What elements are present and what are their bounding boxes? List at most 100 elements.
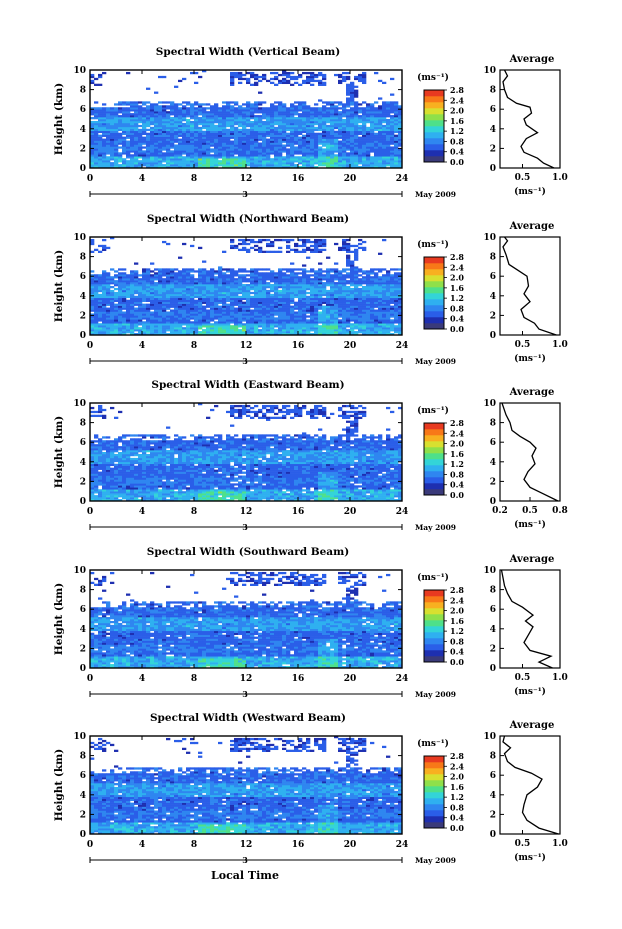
- heatmap-cell: [278, 73, 283, 77]
- heatmap-cell: [174, 268, 179, 271]
- heatmap-cell: [214, 278, 219, 281]
- heatmap-cell: [238, 120, 243, 124]
- heatmap-cell: [294, 117, 299, 120]
- heatmap-cell: [350, 124, 355, 128]
- heatmap-cell: [282, 148, 287, 151]
- heatmap-cell: [354, 111, 359, 114]
- heatmap-cell: [262, 101, 267, 104]
- heatmap-cell: [114, 136, 119, 139]
- heatmap-cell: [122, 333, 127, 336]
- heatmap-cell: [158, 286, 163, 289]
- heatmap-cell: [142, 115, 147, 118]
- heatmap-cell: [338, 309, 343, 312]
- heatmap-cell: [106, 140, 111, 143]
- heatmap-cell: [362, 124, 367, 128]
- heatmap-cell: [146, 282, 151, 285]
- heatmap-cell: [362, 128, 367, 132]
- heatmap-cell: [210, 280, 215, 283]
- heatmap-cell: [302, 270, 307, 273]
- heatmap-cell: [126, 156, 131, 159]
- heatmap-cell: [118, 134, 123, 137]
- heatmap-cell: [310, 301, 315, 304]
- heatmap-cell: [370, 124, 375, 128]
- heatmap-cell: [266, 291, 271, 295]
- heatmap-cell: [98, 83, 103, 86]
- heatmap-cell: [254, 164, 259, 167]
- heatmap-cell: [150, 305, 155, 308]
- heatmap-cell: [338, 115, 343, 118]
- heatmap-cell: [154, 124, 159, 128]
- heatmap-cell: [314, 111, 319, 114]
- heatmap-cell: [122, 287, 127, 291]
- heatmap-cell: [334, 329, 339, 332]
- heatmap-cell: [202, 317, 207, 320]
- heatmap-cell: [174, 311, 179, 314]
- heatmap-cell: [106, 299, 111, 302]
- heatmap-cell: [142, 146, 147, 149]
- heatmap-cell: [150, 327, 155, 330]
- heatmap-cell: [346, 111, 351, 114]
- heatmap-cell: [126, 142, 131, 145]
- heatmap-cell: [170, 119, 175, 122]
- heatmap-cell: [154, 333, 159, 336]
- heatmap-cell: [174, 293, 179, 297]
- heatmap-cell: [330, 101, 335, 104]
- heatmap-cell: [262, 164, 267, 167]
- heatmap-cell: [338, 113, 343, 116]
- heatmap-cell: [174, 287, 179, 291]
- heatmap-cell: [302, 162, 307, 165]
- heatmap-cell: [322, 134, 327, 137]
- heatmap-cell: [306, 75, 311, 79]
- heatmap-cell: [282, 291, 287, 295]
- heatmap-cell: [190, 115, 195, 118]
- heatmap-cell: [398, 142, 403, 145]
- heatmap-cell: [234, 126, 239, 130]
- heatmap-cell: [198, 113, 203, 116]
- heatmap-cell: [226, 325, 231, 328]
- heatmap-cell: [370, 113, 375, 116]
- heatmap-cell: [214, 333, 219, 336]
- heatmap-cell: [254, 156, 259, 159]
- heatmap-cell: [166, 291, 171, 295]
- heatmap-cell: [194, 323, 199, 326]
- heatmap-cell: [282, 111, 287, 114]
- heatmap-cell: [250, 333, 255, 336]
- heatmap-cell: [394, 160, 399, 163]
- heatmap-cell: [238, 115, 243, 118]
- heatmap-cell: [250, 144, 255, 147]
- heatmap-cell: [374, 122, 379, 126]
- heatmap-cell: [118, 274, 123, 277]
- heatmap-cell: [166, 297, 171, 301]
- heatmap-cell: [214, 111, 219, 114]
- heatmap-cell: [242, 144, 247, 147]
- heatmap-cell: [294, 325, 299, 328]
- heatmap-cell: [142, 295, 147, 299]
- heatmap-cell: [394, 144, 399, 147]
- heatmap-cell: [90, 333, 95, 336]
- heatmap-cell: [250, 128, 255, 132]
- heatmap-cell: [334, 166, 339, 169]
- heatmap-cell: [106, 287, 111, 291]
- heatmap-cell: [166, 289, 171, 293]
- heatmap-cell: [142, 122, 147, 126]
- heatmap-cell: [154, 144, 159, 147]
- heatmap-cell: [362, 117, 367, 120]
- heatmap-cell: [286, 295, 291, 299]
- heatmap-cell: [282, 162, 287, 165]
- heatmap-cell: [130, 134, 135, 137]
- heatmap-cell: [142, 119, 147, 122]
- heatmap-cell: [162, 278, 167, 281]
- heatmap-cell: [190, 146, 195, 149]
- heatmap-cell: [166, 117, 171, 120]
- heatmap-cell: [254, 284, 259, 287]
- heatmap-cell: [254, 138, 259, 141]
- heatmap-cell: [258, 148, 263, 151]
- heatmap-cell: [382, 111, 387, 114]
- heatmap-cell: [246, 138, 251, 141]
- heatmap-cell: [342, 333, 347, 336]
- heatmap-cell: [302, 144, 307, 147]
- heatmap-cell: [146, 315, 151, 318]
- heatmap-cell: [166, 242, 171, 246]
- heatmap-cell: [258, 119, 263, 122]
- heatmap-cell: [254, 134, 259, 137]
